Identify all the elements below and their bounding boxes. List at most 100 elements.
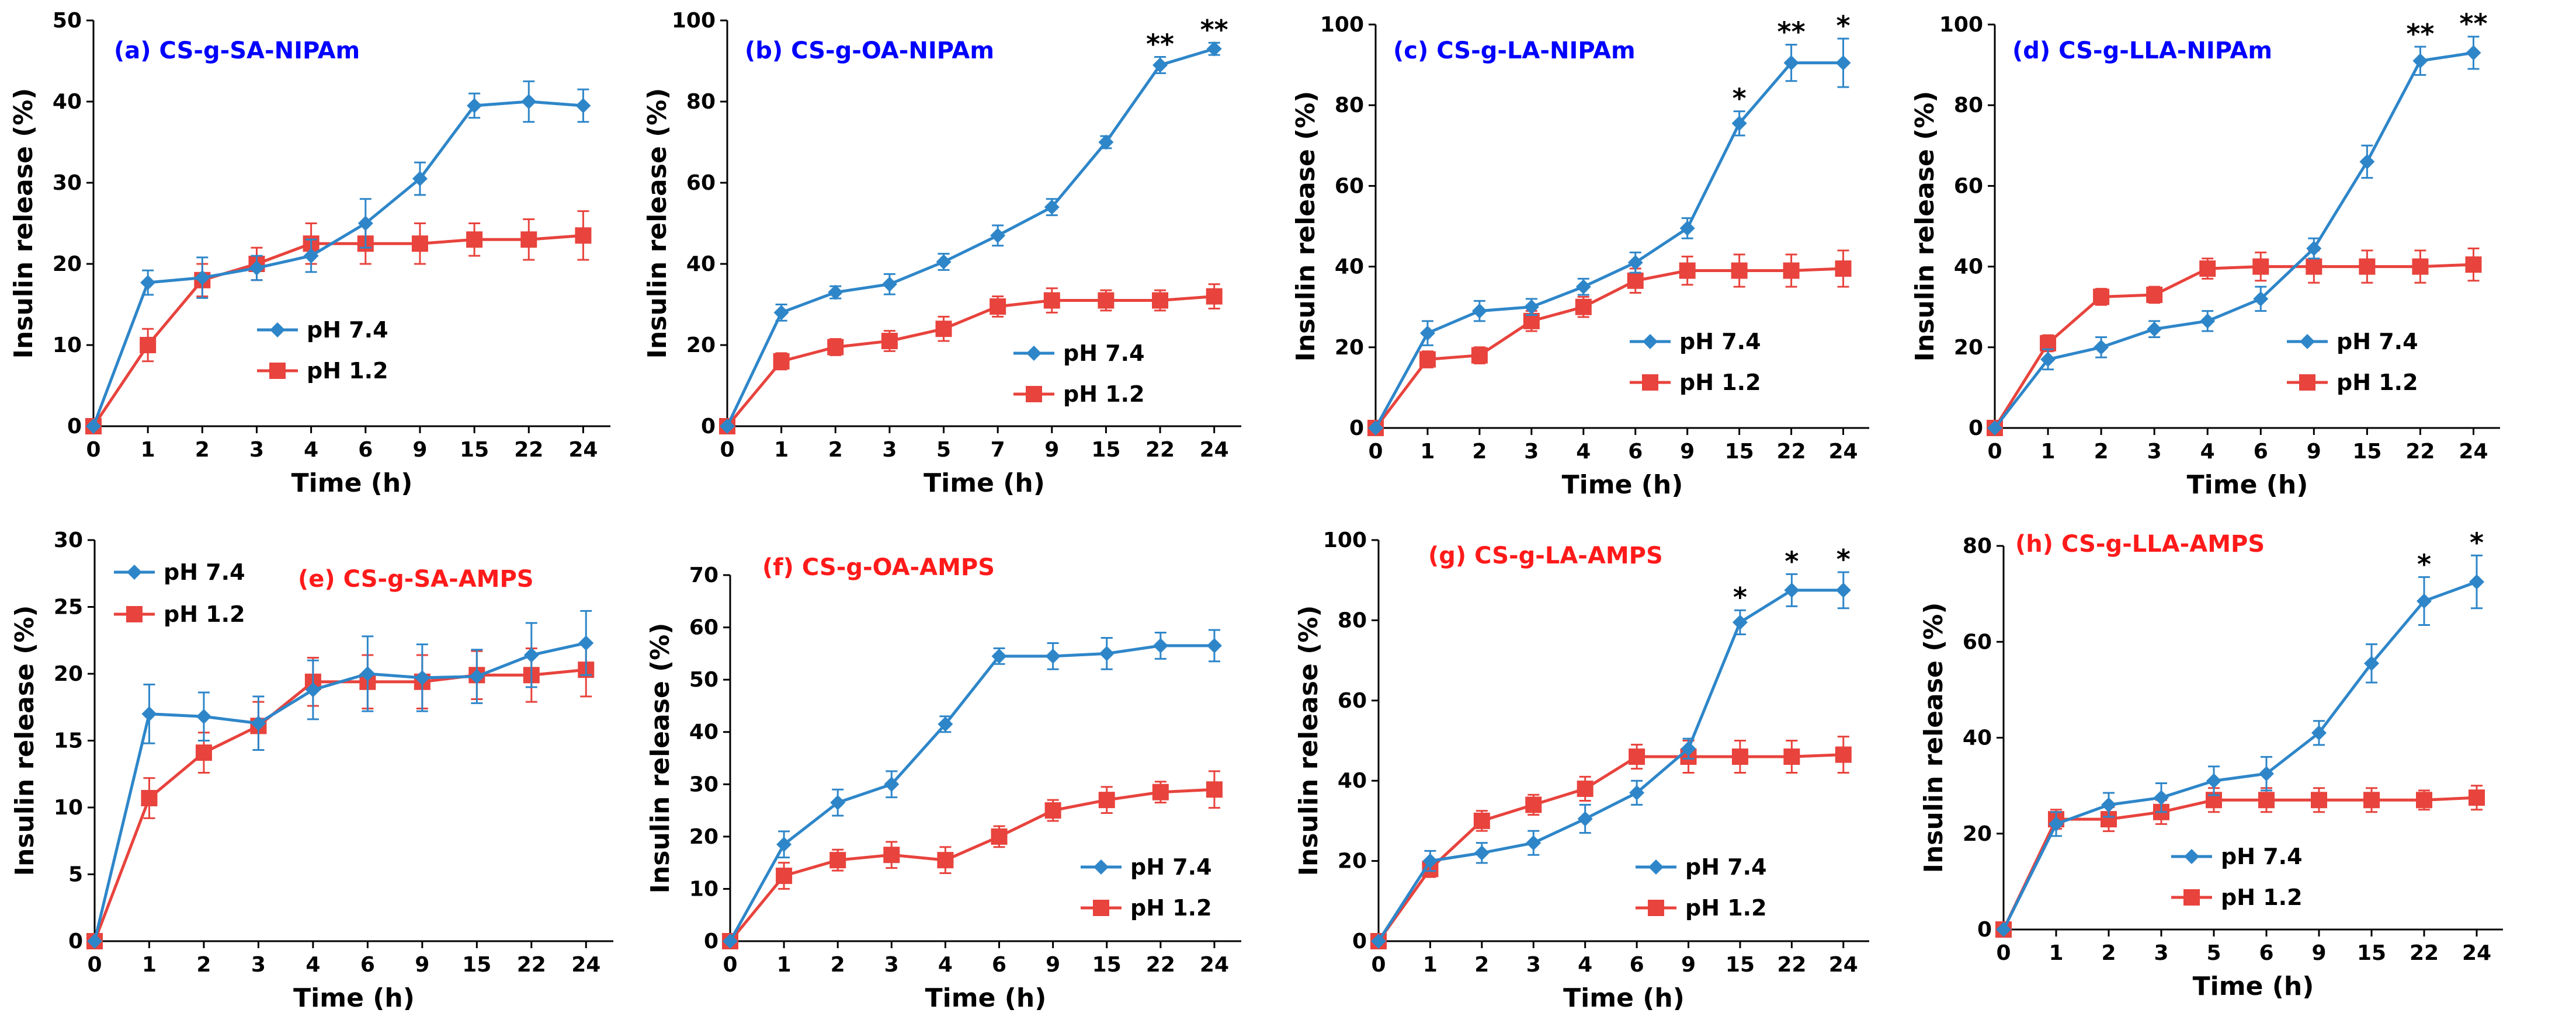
data-point xyxy=(2412,258,2429,275)
data-point xyxy=(251,715,266,731)
y-tick-label: 0 xyxy=(67,415,82,438)
y-axis-label: Insulin release (%) xyxy=(645,623,675,894)
x-axis-label: Time (h) xyxy=(924,468,1045,498)
x-tick-label: 0 xyxy=(1368,440,1383,464)
data-point xyxy=(1419,351,1436,368)
data-point xyxy=(140,274,156,290)
legend-label: pH 7.4 xyxy=(1679,329,1761,354)
chart-panel-g: 0 20 40 60 80 100 0 1 2 3 4 6 9 15 22 24 Time (h) Insulin… xyxy=(1294,528,1869,1013)
data-point xyxy=(2469,789,2485,806)
y-axis-label: Insulin release (%) xyxy=(1291,91,1321,362)
x-tick-label: 3 xyxy=(882,438,897,462)
series-line xyxy=(1377,753,1844,942)
y-tick-label: 20 xyxy=(1963,822,1992,846)
legend-label: pH 1.2 xyxy=(307,358,388,384)
data-point xyxy=(2363,792,2380,809)
panel-title: (g) CS-g-LA-AMPS xyxy=(1428,542,1663,569)
x-tick-label: 5 xyxy=(2206,941,2221,965)
data-point xyxy=(2311,792,2327,809)
data-point xyxy=(2147,321,2162,337)
y-tick-label: 20 xyxy=(54,662,83,686)
x-tick-label: 24 xyxy=(571,953,600,977)
data-point xyxy=(412,171,428,187)
legend: pH 7.4 pH 1.2 xyxy=(114,559,245,627)
x-tick-label: 15 xyxy=(1725,440,1754,464)
x-tick-label: 1 xyxy=(774,438,789,462)
data-point xyxy=(1471,347,1488,364)
data-point xyxy=(2258,792,2275,809)
x-tick-label: 2 xyxy=(831,953,845,977)
y-tick-label: 20 xyxy=(689,825,718,849)
data-point xyxy=(521,94,537,109)
x-tick-label: 9 xyxy=(1046,953,1060,977)
data-point xyxy=(1043,292,1060,309)
panel-title: (e) CS-g-SA-AMPS xyxy=(298,566,534,593)
data-point xyxy=(1368,420,1383,436)
data-point xyxy=(1784,582,1800,598)
x-tick-label: 5 xyxy=(936,438,951,462)
y-tick-label: 80 xyxy=(686,90,716,114)
data-point xyxy=(575,227,592,244)
x-tick-label: 3 xyxy=(1524,440,1539,464)
x-tick-label: 15 xyxy=(1726,953,1755,977)
data-point xyxy=(935,321,952,337)
x-axis-label: Time (h) xyxy=(1563,983,1685,1013)
series-line xyxy=(729,788,1215,942)
data-point xyxy=(467,98,482,113)
y-tick-label: 25 xyxy=(54,596,83,619)
series-ph74 xyxy=(723,629,1222,949)
data-point xyxy=(411,235,428,252)
legend-marker xyxy=(270,322,285,337)
x-tick-label: 15 xyxy=(2352,440,2381,464)
legend-label: pH 1.2 xyxy=(2221,885,2303,910)
y-tick-label: 30 xyxy=(54,528,83,552)
panel-title: (d) CS-g-LLA-NIPAm xyxy=(2012,37,2272,64)
y-tick-label: 60 xyxy=(1335,174,1364,198)
y-tick-label: 40 xyxy=(686,252,716,276)
data-point xyxy=(773,305,789,321)
y-tick-label: 80 xyxy=(1954,93,1983,117)
data-point xyxy=(829,852,846,869)
legend-label: pH 7.4 xyxy=(307,317,388,343)
y-tick-label: 20 xyxy=(1338,850,1367,873)
x-tick-label: 1 xyxy=(141,438,155,462)
y-tick-label: 60 xyxy=(689,616,718,640)
data-point xyxy=(196,709,211,725)
x-tick-label: 0 xyxy=(720,438,734,462)
y-axis-label: Insulin release (%) xyxy=(1910,91,1940,362)
data-point xyxy=(883,847,900,864)
series-line xyxy=(92,100,584,427)
data-point xyxy=(1152,784,1169,800)
data-point xyxy=(828,284,843,300)
y-tick-label: 5 xyxy=(68,863,83,887)
data-point xyxy=(469,669,485,684)
data-point xyxy=(140,337,157,353)
series-line xyxy=(1993,263,2474,429)
legend-marker xyxy=(2184,849,2199,864)
data-point xyxy=(466,231,483,248)
x-tick-label: 4 xyxy=(305,953,320,977)
legend-label: pH 7.4 xyxy=(2221,844,2303,869)
data-point xyxy=(2306,258,2322,275)
x-tick-label: 22 xyxy=(1146,953,1175,977)
x-tick-label: 6 xyxy=(1630,953,1644,977)
series-ph74 xyxy=(1371,571,1851,949)
data-point xyxy=(881,333,898,350)
y-tick-label: 0 xyxy=(701,415,716,438)
y-tick-label: 40 xyxy=(689,720,718,744)
significance-star: * xyxy=(1733,83,1747,114)
legend-marker xyxy=(1643,334,1658,349)
data-point xyxy=(1473,812,1490,829)
x-tick-label: 0 xyxy=(1996,941,2011,965)
x-tick-label: 15 xyxy=(1092,953,1122,977)
data-point xyxy=(2259,766,2274,782)
x-tick-label: 1 xyxy=(1420,440,1435,464)
series-ph12 xyxy=(722,770,1223,949)
y-tick-label: 0 xyxy=(704,930,718,953)
y-tick-label: 100 xyxy=(672,9,716,33)
data-point xyxy=(2311,725,2327,741)
x-tick-label: 2 xyxy=(2101,941,2116,965)
legend-label: pH 7.4 xyxy=(164,559,245,585)
significance-star: ** xyxy=(2406,18,2434,50)
